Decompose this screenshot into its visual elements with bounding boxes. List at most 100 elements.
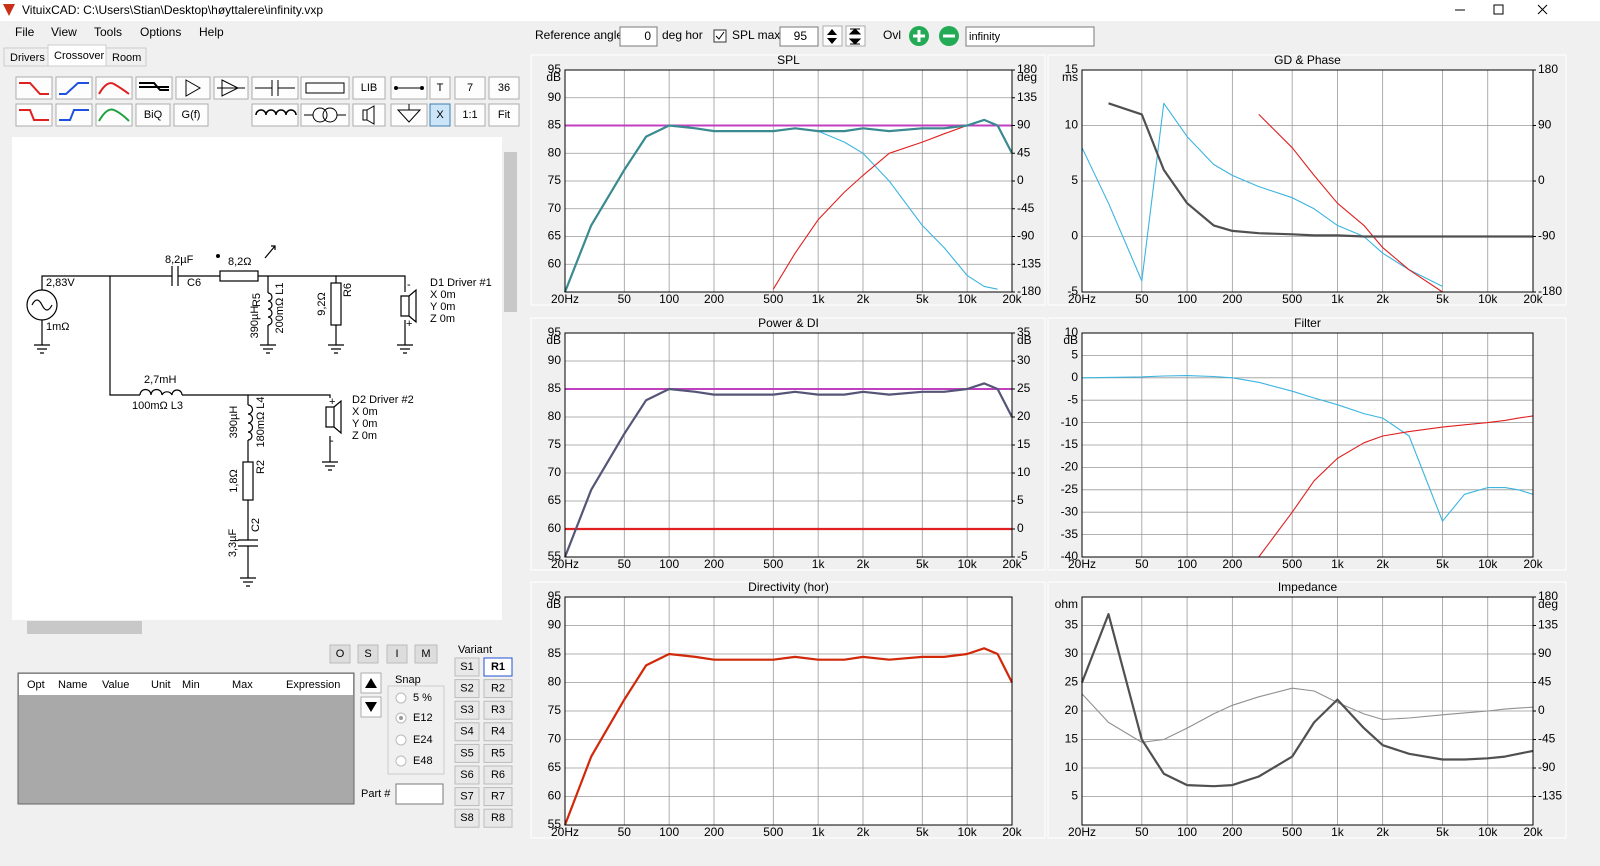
checkbox[interactable] — [713, 29, 727, 43]
tool-button[interactable] — [390, 76, 428, 100]
tool-button[interactable]: G(f) — [173, 103, 209, 127]
variant-button[interactable] — [483, 700, 513, 720]
variant-button[interactable] — [454, 722, 480, 742]
button-label[interactable]: LIB — [361, 82, 378, 94]
variant-button[interactable] — [483, 787, 513, 807]
spl-input[interactable] — [779, 26, 819, 47]
tool-button[interactable]: LIB — [352, 76, 386, 100]
angle-input[interactable] — [619, 26, 658, 47]
menu-item[interactable]: View — [51, 25, 77, 39]
input-value[interactable]: 0 — [644, 29, 651, 43]
menu-item[interactable]: Options — [140, 25, 181, 39]
part-input[interactable] — [395, 783, 444, 805]
y2-tick-label: -135 — [1017, 256, 1041, 270]
button-label[interactable]: 7 — [467, 82, 473, 94]
label: C2 — [250, 518, 262, 532]
column-header[interactable]: Max — [232, 679, 253, 691]
variant-button[interactable] — [483, 765, 513, 785]
x-tick-label: 20Hz — [1068, 557, 1096, 571]
variant-button[interactable] — [454, 700, 480, 720]
button-label[interactable]: M — [421, 648, 430, 660]
tool-button[interactable]: 36 — [488, 76, 520, 100]
y2-tick-label: 45 — [1538, 675, 1552, 689]
name-input[interactable] — [965, 26, 1095, 47]
tool-button[interactable] — [135, 76, 173, 100]
tool-button[interactable]: Fit — [488, 103, 520, 127]
radio-label[interactable]: E12 — [413, 712, 433, 724]
button-label[interactable]: G(f) — [182, 109, 201, 121]
tool-button[interactable] — [251, 103, 299, 127]
variant-button[interactable] — [454, 787, 480, 807]
schematic-canvas[interactable] — [12, 137, 502, 620]
menu-item[interactable]: Help — [199, 25, 224, 39]
column-header[interactable]: Min — [182, 679, 200, 691]
tool-button[interactable] — [213, 76, 249, 100]
column-header[interactable]: Name — [58, 679, 87, 691]
scroll-thumb[interactable] — [27, 621, 142, 634]
tool-button[interactable] — [175, 76, 211, 100]
tool-button[interactable] — [352, 103, 386, 127]
column-header[interactable]: Expression — [286, 679, 340, 691]
button-label[interactable]: T — [437, 82, 444, 94]
tool-button[interactable] — [95, 76, 133, 100]
tab-label[interactable]: Crossover — [54, 50, 104, 62]
variant-button[interactable] — [454, 765, 480, 785]
y-tick-label: -35 — [1061, 527, 1079, 541]
radio-label[interactable]: E48 — [413, 755, 433, 767]
button-label[interactable]: X — [436, 109, 444, 121]
tool-button[interactable]: BiQ — [135, 103, 171, 127]
spin-button[interactable] — [822, 25, 843, 47]
button-label[interactable]: BiQ — [144, 109, 163, 121]
y-tick-label: 95 — [548, 62, 562, 76]
tab-label[interactable]: Drivers — [10, 52, 45, 64]
spin-button[interactable] — [845, 25, 866, 47]
menu-item[interactable]: Tools — [94, 25, 122, 39]
radio-label[interactable]: 5 % — [413, 692, 432, 704]
button-label[interactable]: Fit — [498, 109, 510, 121]
button-label[interactable]: S — [364, 648, 371, 660]
menu-item[interactable]: File — [15, 25, 35, 39]
column-header[interactable]: Opt — [27, 679, 45, 691]
column-header[interactable]: Unit — [151, 679, 171, 691]
button-label[interactable]: 36 — [498, 82, 510, 94]
tool-button[interactable] — [300, 103, 350, 127]
window-controls[interactable] — [1455, 4, 1548, 15]
tool-button[interactable] — [55, 76, 93, 100]
variant-button[interactable] — [483, 808, 513, 828]
tool-button[interactable] — [390, 103, 428, 127]
label: 1mΩ — [46, 321, 70, 333]
variant-button[interactable] — [454, 679, 480, 699]
tool-button[interactable]: 7 — [454, 76, 486, 100]
button-label[interactable]: 1:1 — [462, 109, 477, 121]
tool-button[interactable] — [251, 76, 299, 100]
variant-button[interactable] — [454, 743, 480, 763]
tool-button[interactable] — [300, 76, 350, 100]
button-label[interactable]: O — [336, 648, 345, 660]
radio-label[interactable]: E24 — [413, 734, 433, 746]
tab-label[interactable]: Room — [112, 52, 141, 64]
variant-button[interactable] — [483, 679, 513, 699]
variant-button[interactable] — [483, 722, 513, 742]
variant-button[interactable] — [454, 657, 480, 677]
variant-button[interactable] — [454, 808, 480, 828]
y-unit: dB — [546, 597, 561, 611]
input-value[interactable]: infinity — [969, 31, 1001, 43]
variant-label: S8 — [460, 812, 473, 824]
scroll-thumb[interactable] — [504, 152, 517, 312]
tool-button[interactable] — [55, 103, 93, 127]
tool-button[interactable]: X — [429, 103, 451, 127]
variant-button[interactable] — [483, 657, 513, 677]
x-tick-label: 20k — [1002, 292, 1022, 306]
button-label[interactable]: I — [395, 648, 398, 660]
input-value[interactable]: 95 — [794, 29, 808, 43]
tool-button[interactable] — [15, 76, 53, 100]
tool-button[interactable]: T — [429, 76, 451, 100]
variant-button[interactable] — [483, 743, 513, 763]
tool-button[interactable] — [15, 103, 53, 127]
tab[interactable] — [105, 47, 147, 67]
tool-button[interactable] — [95, 103, 133, 127]
column-header[interactable]: Value — [102, 679, 129, 691]
tool-button[interactable]: 1:1 — [454, 103, 486, 127]
y-tick-label: 85 — [548, 381, 562, 395]
